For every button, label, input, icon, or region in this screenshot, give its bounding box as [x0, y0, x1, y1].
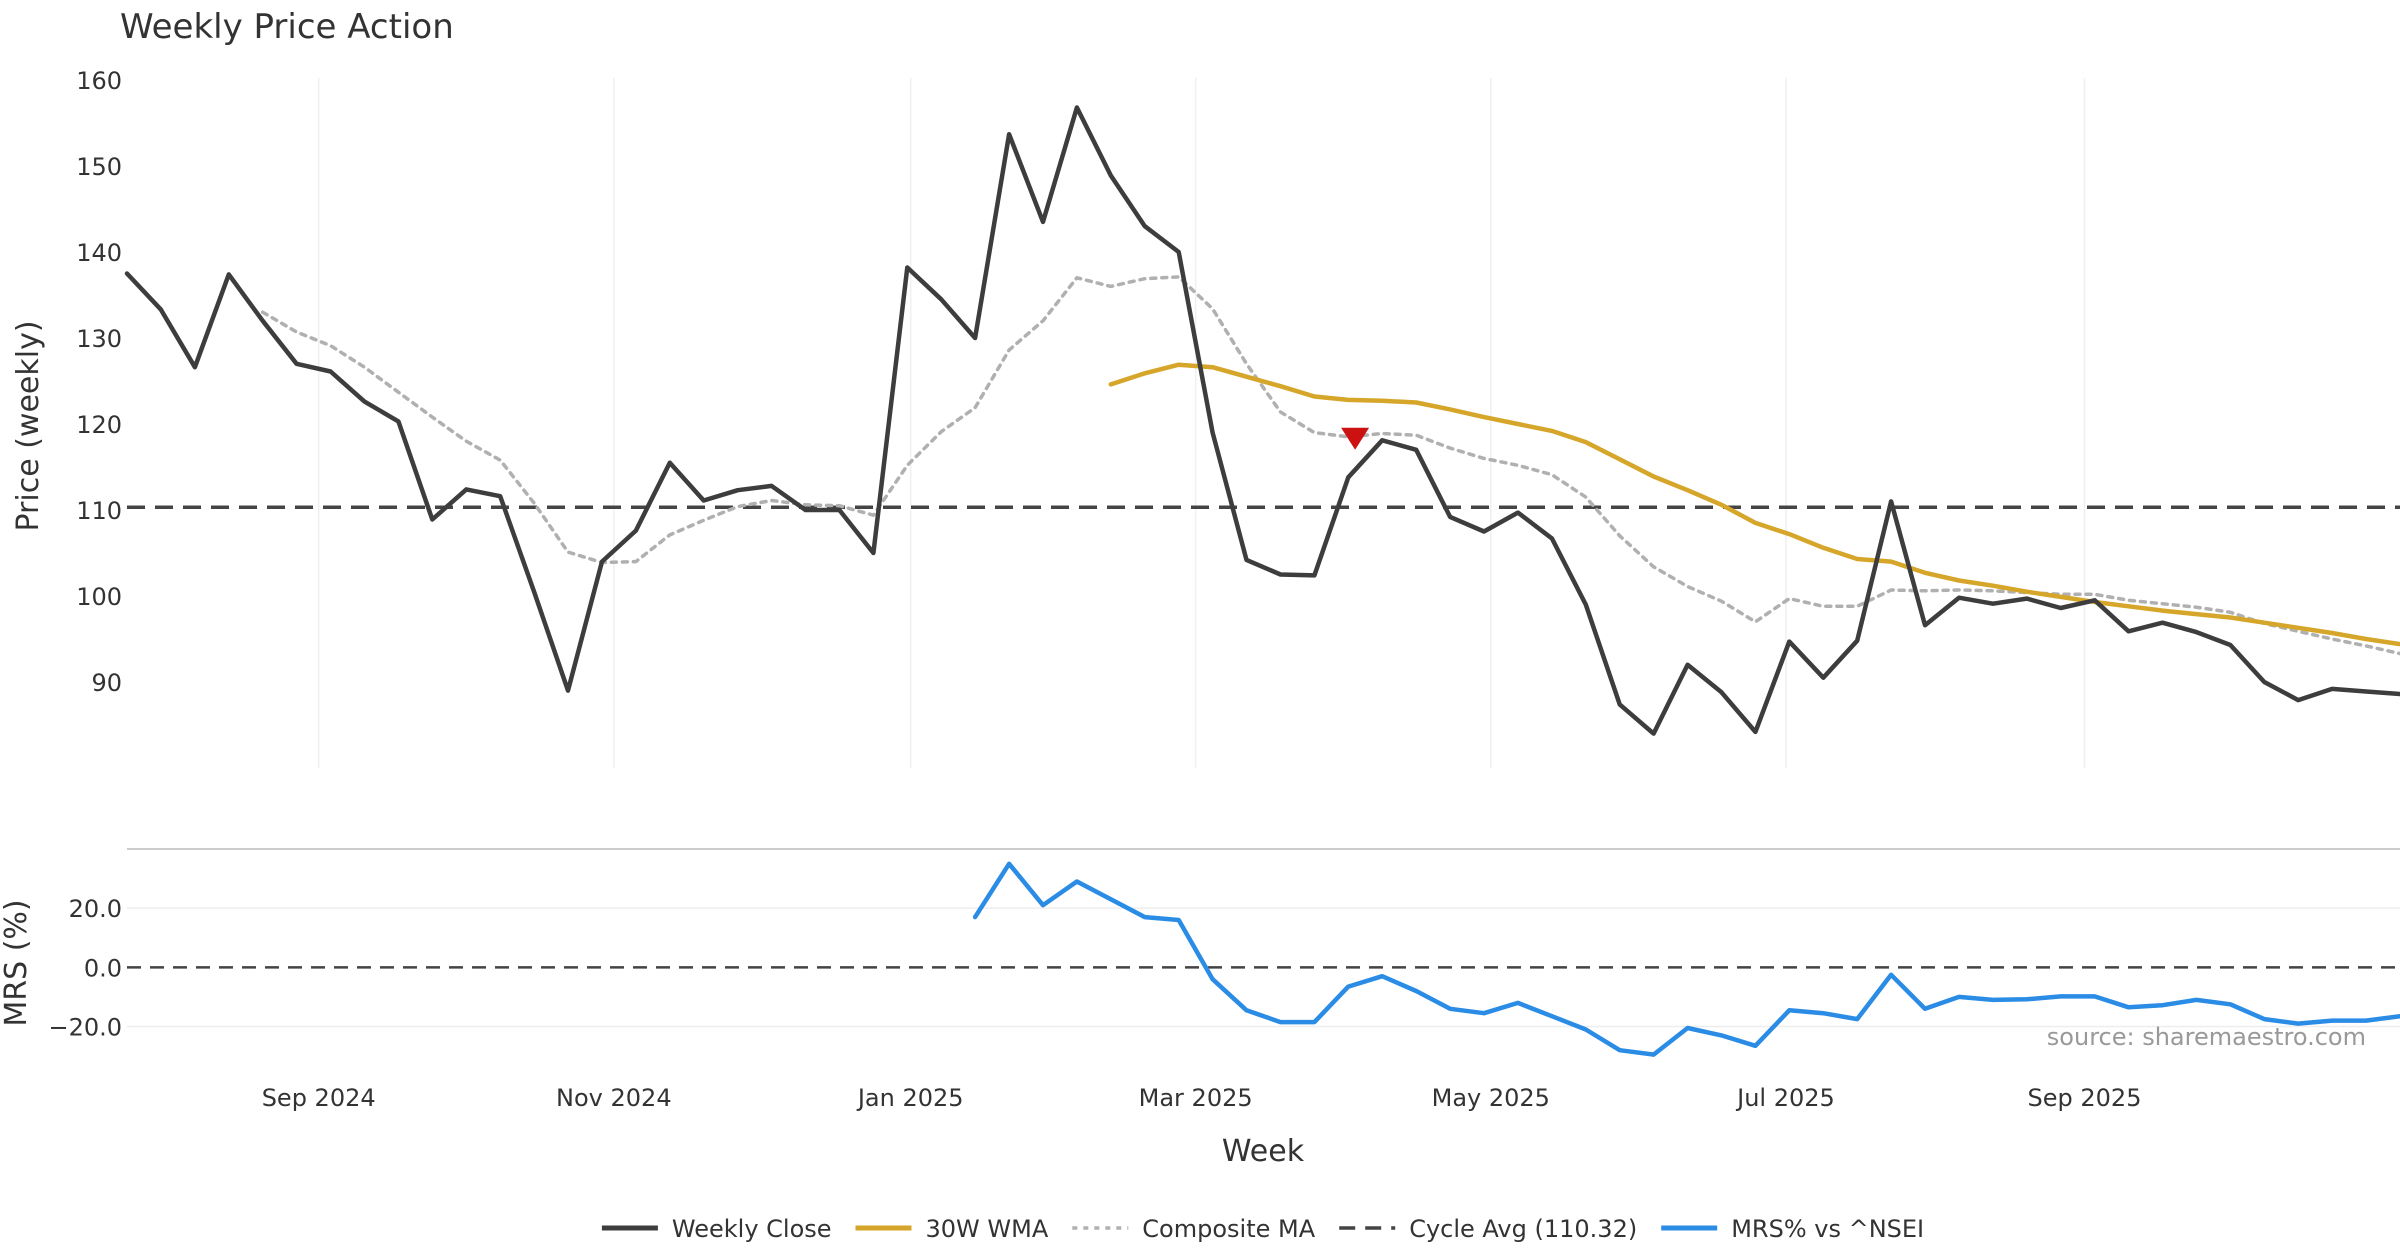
legend-label: 30W WMA: [926, 1215, 1049, 1243]
top-y-tick-label: 120: [76, 411, 122, 439]
source-note: source: sharemaestro.com: [2047, 1023, 2366, 1051]
top-y-tick-label: 100: [76, 583, 122, 611]
legend-label: Weekly Close: [672, 1215, 832, 1243]
top-panel-grid: [317, 78, 2086, 768]
bottom-panel-series: [972, 861, 2400, 1057]
top-y-tick-label: 90: [91, 669, 122, 697]
legend-label: Composite MA: [1142, 1215, 1315, 1243]
bottom-y-tick-label: −20.0: [48, 1014, 122, 1042]
series-composite-ma: [260, 275, 2400, 656]
chart-title: Weekly Price Action: [120, 7, 454, 47]
top-panel-marker: [1341, 427, 1370, 450]
bottom-y-axis-label: MRS (%): [0, 899, 34, 1026]
legend-item: Weekly Close: [601, 1215, 832, 1243]
bottom-y-tick-label: 0.0: [84, 954, 122, 982]
legend-item: 30W WMA: [855, 1215, 1049, 1243]
top-panel-series: [124, 105, 2400, 736]
x-ticks: Sep 2024 Nov 2024 Jan 2025 Mar 2025 May 2025…: [262, 1084, 2142, 1112]
legend-label: MRS% vs ^NSEI: [1731, 1215, 1924, 1243]
top-y-ticks: 90 100 110 120 130 140 150 160: [76, 67, 122, 697]
x-tick-label: Sep 2025: [2028, 1084, 2142, 1112]
series-30w-wma: [1108, 362, 2400, 647]
series-weekly-close: [124, 105, 2400, 736]
legend-item: Composite MA: [1072, 1215, 1316, 1243]
series-mrs: [972, 861, 2400, 1057]
top-y-tick-label: 160: [76, 67, 122, 95]
top-y-tick-label: 150: [76, 153, 122, 181]
x-tick-label: Nov 2024: [556, 1084, 672, 1112]
x-tick-label: Jul 2025: [1735, 1084, 1835, 1112]
bottom-y-ticks: −20.0 0.0 20.0: [48, 895, 122, 1041]
top-y-axis-label: Price (weekly): [11, 320, 46, 531]
top-y-tick-label: 130: [76, 325, 122, 353]
x-tick-label: Mar 2025: [1139, 1084, 1253, 1112]
legend-item: Cycle Avg (110.32): [1339, 1215, 1637, 1243]
legend-item: MRS% vs ^NSEI: [1661, 1215, 1924, 1243]
x-axis-label: Week: [1222, 1134, 1305, 1169]
x-tick-label: Jan 2025: [856, 1084, 964, 1112]
legend: Weekly Close 30W WMA Composite MA Cycle Avg…: [601, 1215, 1924, 1243]
x-tick-label: May 2025: [1432, 1084, 1550, 1112]
top-y-tick-label: 140: [76, 239, 122, 267]
legend-label: Cycle Avg (110.32): [1409, 1215, 1637, 1243]
bottom-panel-grid: [127, 907, 2400, 1028]
x-tick-label: Sep 2024: [262, 1084, 376, 1112]
top-y-tick-label: 110: [76, 497, 122, 525]
sell-signal-marker: [1341, 427, 1370, 450]
bottom-y-tick-label: 20.0: [69, 895, 122, 923]
